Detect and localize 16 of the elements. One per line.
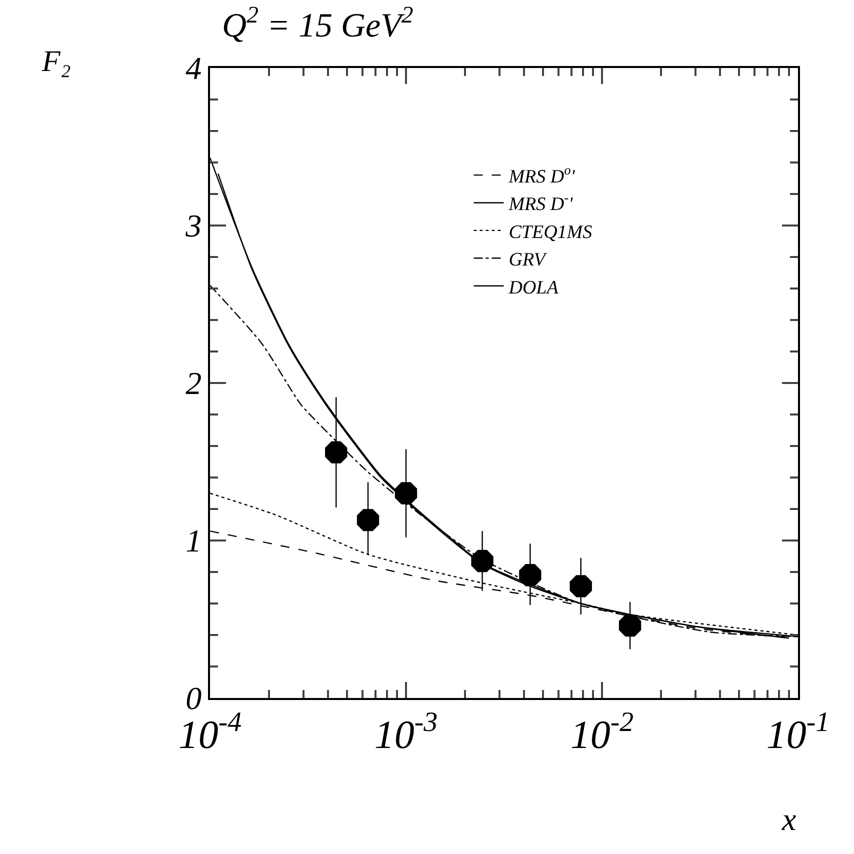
legend-label: MRS D$^{o}$' bbox=[508, 162, 576, 188]
legend-label: MRS D$^{-}$' bbox=[508, 190, 574, 216]
y-tick-label: 1 bbox=[186, 522, 202, 559]
x-axis-title: x bbox=[781, 801, 796, 837]
x-tick-label: 10$^{-3}$ bbox=[374, 707, 438, 757]
y-tick-label: 3 bbox=[184, 208, 202, 244]
x-tick-label: 10$^{-2}$ bbox=[570, 707, 634, 757]
x-tick-label: 10$^{-1}$ bbox=[766, 707, 830, 757]
y-tick-label: 0 bbox=[186, 680, 202, 716]
chart-title: Q$^{2}$ = 15 GeV$^{2}$ bbox=[222, 2, 414, 45]
y-axis-title: F₂ bbox=[41, 45, 71, 78]
legend-label: GRV bbox=[508, 250, 548, 271]
legend-label: DOLA bbox=[508, 277, 559, 298]
y-tick-label: 4 bbox=[186, 50, 202, 86]
y-tick-label: 2 bbox=[186, 365, 202, 402]
legend-label: CTEQ1MS bbox=[508, 222, 593, 243]
